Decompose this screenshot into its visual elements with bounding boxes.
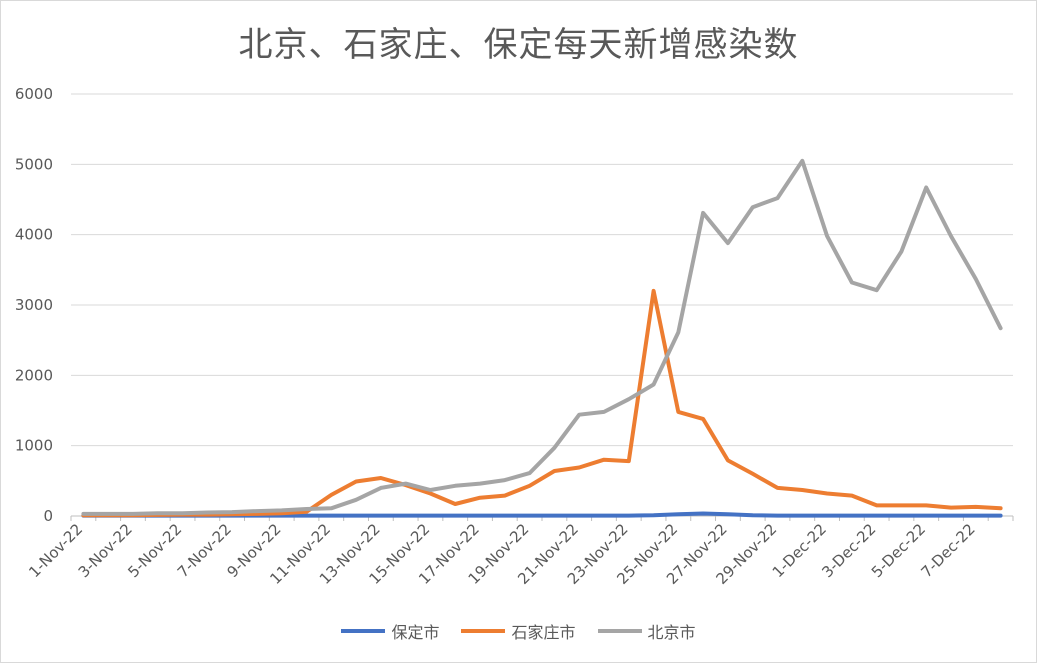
legend-item: 石家庄市 bbox=[461, 619, 576, 643]
y-tick-label: 2000 bbox=[15, 366, 53, 384]
legend-swatch bbox=[597, 629, 642, 633]
legend: 保定市 石家庄市 北京市 bbox=[1, 619, 1036, 643]
y-tick-label: 3000 bbox=[15, 296, 53, 314]
legend-item: 保定市 bbox=[341, 619, 439, 643]
legend-label: 保定市 bbox=[391, 623, 440, 642]
legend-label: 北京市 bbox=[647, 623, 696, 642]
series-line bbox=[81, 158, 1003, 516]
y-tick-label: 4000 bbox=[15, 226, 53, 244]
chart-title: 北京、石家庄、保定每天新增感染数 bbox=[238, 25, 799, 65]
series-line bbox=[81, 288, 1003, 518]
y-tick-label: 0 bbox=[43, 507, 53, 525]
y-tick-label: 5000 bbox=[15, 155, 53, 173]
legend-swatch bbox=[341, 629, 386, 633]
legend-swatch bbox=[461, 629, 506, 633]
x-tick-label: 7-Dec-22 bbox=[917, 520, 978, 581]
y-tick-label: 6000 bbox=[15, 85, 53, 103]
legend-item: 北京市 bbox=[597, 619, 696, 643]
y-tick-label: 1000 bbox=[15, 437, 53, 455]
legend-label: 石家庄市 bbox=[511, 623, 576, 642]
